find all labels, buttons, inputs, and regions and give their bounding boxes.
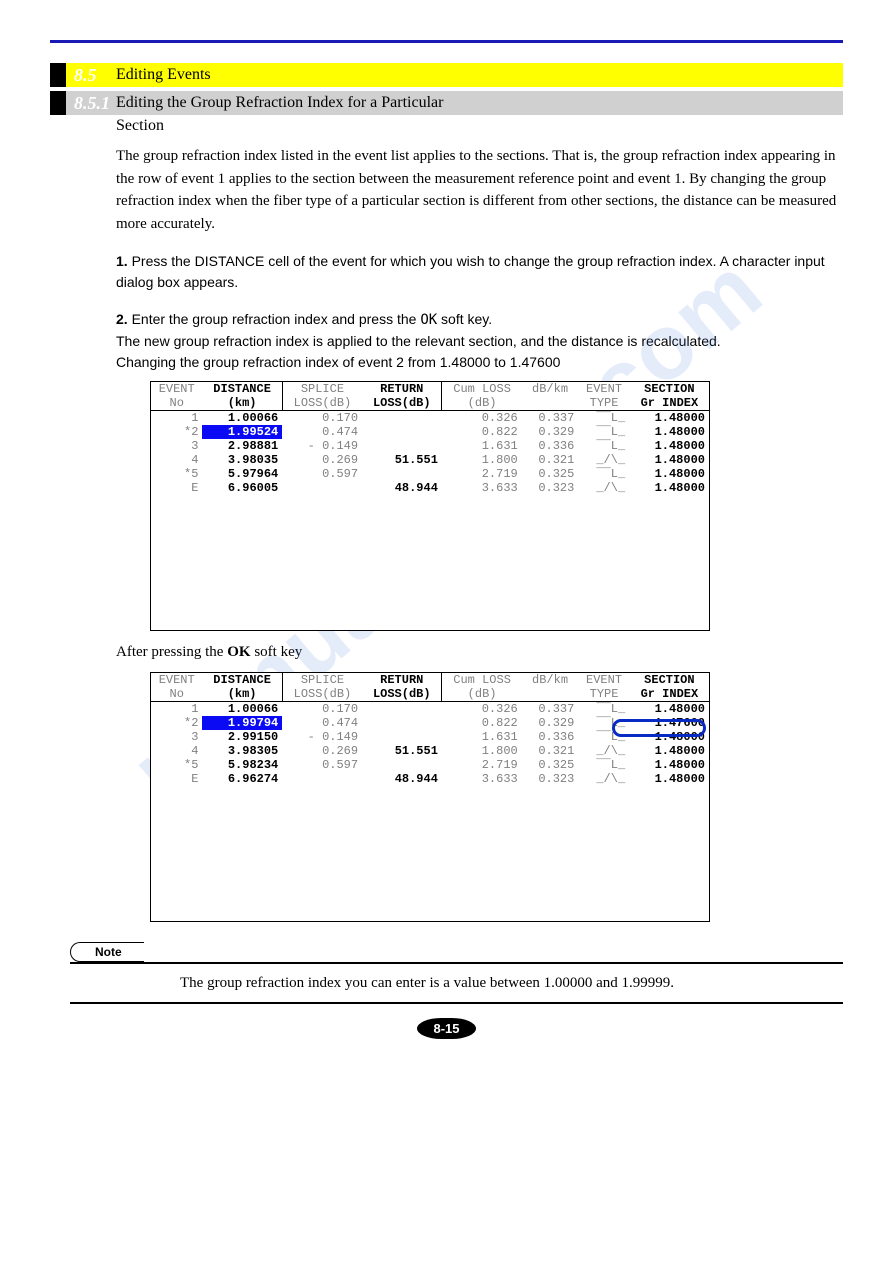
post-step2-text: After pressing the OK soft key: [116, 641, 843, 664]
step-2-num: 2.: [116, 311, 128, 327]
table-2-wrap: EVENTDISTANCESPLICERETURNCum LOSSdB/kmEV…: [150, 672, 710, 922]
section-sub-row: 8.5.1 Editing the Group Refraction Index…: [50, 91, 843, 115]
page-footer: 8-15: [50, 1018, 843, 1039]
note-text: The group refraction index you can enter…: [70, 964, 843, 1005]
section-sub-num: 8.5.1: [74, 93, 110, 114]
table-row: 32.98881- 0.1491.6310.336¯¯L_1.48000: [151, 439, 709, 453]
table-row: 43.983050.26951.5511.8000.321_/\_1.48000: [151, 744, 709, 758]
table-row: 11.000660.1700.3260.337¯¯L_1.48000: [151, 701, 709, 716]
table-row: 43.980350.26951.5511.8000.321_/\_1.48000: [151, 453, 709, 467]
step-1: 1. Press the DISTANCE cell of the event …: [116, 251, 843, 293]
table-row: *21.995240.4740.8220.329¯¯L_1.48000: [151, 425, 709, 439]
section-main-bar: 8.5 Editing Events: [66, 63, 843, 87]
table-row: *55.979640.5972.7190.325¯¯L_1.48000: [151, 467, 709, 481]
section-sub-title2: Section: [116, 117, 843, 135]
step-2-text: Enter the group refraction index and pre…: [116, 311, 721, 370]
note-box: Note The group refraction index you can …: [70, 942, 843, 1005]
page-number: 8-15: [417, 1018, 475, 1039]
step-2: 2. Enter the group refraction index and …: [116, 309, 843, 373]
table-row: E6.9627448.9443.6330.323_/\_1.48000: [151, 772, 709, 786]
table-1-frame: EVENTDISTANCESPLICERETURNCum LOSSdB/kmEV…: [150, 381, 710, 631]
step-1-num: 1.: [116, 253, 128, 269]
para-1: The group refraction index listed in the…: [116, 145, 843, 235]
section-sub-tab-icon: [50, 91, 66, 115]
post-step2: After pressing the OK soft key: [116, 641, 843, 664]
table-1-wrap: EVENTDISTANCESPLICERETURNCum LOSSdB/kmEV…: [150, 381, 710, 631]
top-rule: [50, 40, 843, 43]
section-sub-title: Editing the Group Refraction Index for a…: [116, 94, 443, 112]
body-content: The group refraction index listed in the…: [116, 145, 843, 373]
event-table-2: EVENTDISTANCESPLICERETURNCum LOSSdB/kmEV…: [151, 673, 709, 786]
table-2-frame: EVENTDISTANCESPLICERETURNCum LOSSdB/kmEV…: [150, 672, 710, 922]
section-tab-icon: [50, 63, 66, 87]
section-main-title: Editing Events: [116, 66, 211, 84]
section-main-row: 8.5 Editing Events: [50, 63, 843, 87]
section-main-num: 8.5: [74, 65, 97, 86]
table-row: E6.9600548.9443.6330.323_/\_1.48000: [151, 481, 709, 495]
table-row: *55.982340.5972.7190.325¯¯L_1.48000: [151, 758, 709, 772]
step-1-text: Press the DISTANCE cell of the event for…: [116, 253, 825, 290]
table-row: 11.000660.1700.3260.337¯¯L_1.48000: [151, 411, 709, 426]
section-sub-bar: 8.5.1 Editing the Group Refraction Index…: [66, 91, 843, 115]
note-label: Note: [70, 942, 144, 962]
table-row: *21.997940.4740.8220.329¯¯L_1.47600: [151, 716, 709, 730]
event-table-1: EVENTDISTANCESPLICERETURNCum LOSSdB/kmEV…: [151, 382, 709, 495]
table-row: 32.99150- 0.1491.6310.336¯¯L_1.48000: [151, 730, 709, 744]
